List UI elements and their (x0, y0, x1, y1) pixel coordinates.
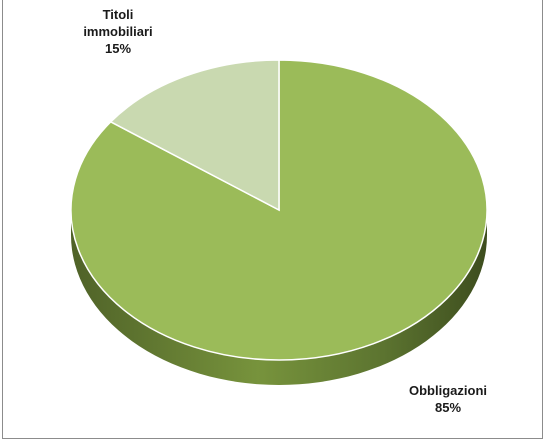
pie-side-wall (71, 210, 487, 385)
slice-label-titoli-line-1: Titoli (102, 7, 134, 22)
slice-label-titoli-line-2: immobiliari (83, 24, 153, 39)
slice-label-obbligazioni: Obbligazioni (409, 383, 487, 398)
pie-side-group (71, 210, 487, 385)
pie-slice-titoli-immobiliari (109, 59, 280, 212)
pie-chart (70, 59, 488, 385)
slice-value-titoli-immobiliari: 15% (104, 41, 132, 56)
pie-top-group (70, 59, 488, 361)
data-label-obbligazioni: Obbligazioni 85% (398, 382, 498, 416)
slice-value-obbligazioni: 85% (434, 400, 462, 415)
data-label-titoli-immobiliari: Titoli immobiliari 15% (58, 6, 178, 57)
